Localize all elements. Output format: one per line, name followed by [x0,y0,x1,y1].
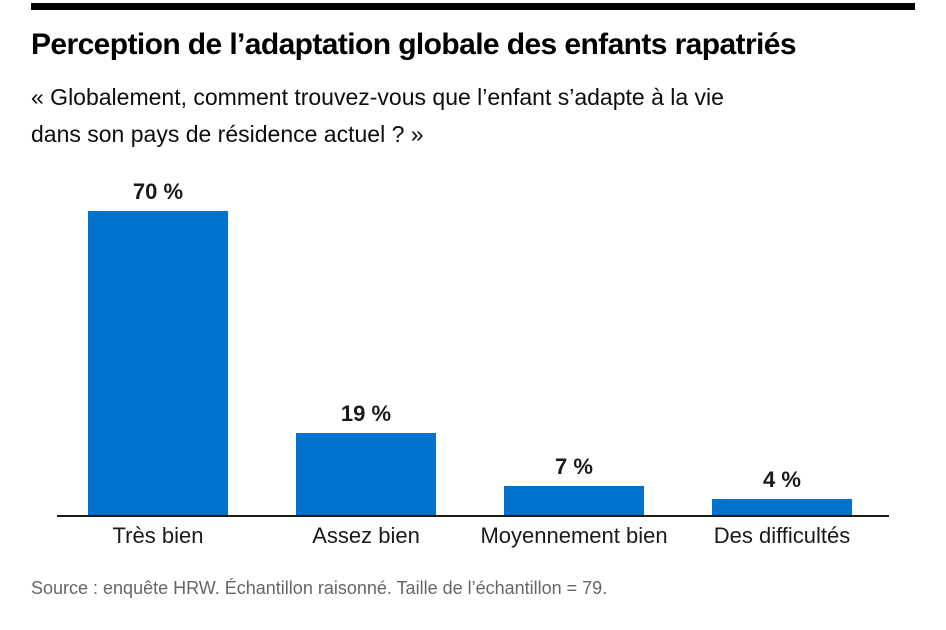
bar-moyennement-bien [504,486,644,516]
top-rule-divider [31,3,915,10]
bar-value-label: 19 % [340,401,392,426]
chart-subtitle: « Globalement, comment trouvez-vous que … [31,79,911,153]
x-axis-label-assez-bien: Assez bien [312,523,420,548]
bar-group-tres-bien: 70 % [88,179,228,516]
bar-group-assez-bien: 19 % [296,401,436,516]
bar-group-moyennement-bien: 7 % [504,454,644,516]
chart-subtitle-line1: « Globalement, comment trouvez-vous que … [31,84,724,110]
bar-value-label: 70 % [132,179,184,204]
x-axis-label-des-difficultes: Des difficultés [713,523,851,548]
x-axis-label-moyennement-bien: Moyennement bien [480,523,668,548]
bar-assez-bien [296,433,436,516]
source-note: Source : enquête HRW. Échantillon raison… [31,578,608,598]
bar-des-difficultes [712,499,852,516]
bar-tres-bien [88,211,228,516]
chart-title: Perception de l’adaptation globale des e… [31,28,797,61]
bar-value-label: 4 % [763,467,801,492]
x-axis-label-tres-bien: Très bien [112,523,204,548]
chart-subtitle-line2: dans son pays de résidence actuel ? » [31,121,424,147]
bar-value-label: 7 % [555,454,593,479]
x-axis-line [57,515,889,517]
bar-group-des-difficultes: 4 % [712,467,852,516]
